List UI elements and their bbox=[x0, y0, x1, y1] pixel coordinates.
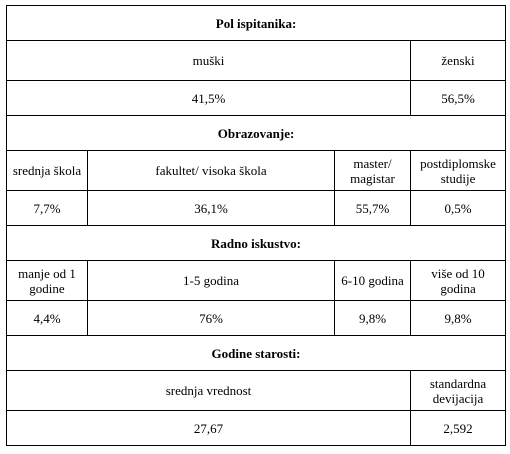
column-label: standardna devijacija bbox=[409, 370, 507, 411]
column-label: 1-5 godina bbox=[87, 260, 335, 301]
table-row: Pol ispitanika: bbox=[5, 5, 507, 41]
value-cell: 76% bbox=[87, 300, 335, 336]
column-label: ženski bbox=[409, 40, 507, 81]
value-cell: 7,7% bbox=[6, 190, 88, 226]
value-cell: 9,8% bbox=[409, 300, 507, 336]
survey-table: Pol ispitanika: muški ženski 41,5% 56,5% Obra… bbox=[5, 5, 507, 446]
table-row: srednja škola fakultet/ visoka škola maste… bbox=[6, 150, 507, 191]
section-title: Godine starosti: bbox=[5, 335, 507, 371]
value-cell: 55,7% bbox=[334, 190, 411, 226]
column-label: srednja vrednost bbox=[6, 370, 411, 411]
value-cell: 27,67 bbox=[6, 410, 411, 446]
column-label: srednja škola bbox=[6, 150, 88, 191]
section-title: Radno iskustvo: bbox=[5, 225, 507, 261]
table-row: Radno iskustvo: bbox=[5, 225, 507, 261]
table-row: Obrazovanje: bbox=[5, 115, 507, 151]
column-label: manje od 1 godine bbox=[6, 260, 88, 301]
table-row: srednja vrednost standardna devijacija bbox=[6, 370, 507, 411]
column-label: 6-10 godina bbox=[334, 260, 411, 301]
value-cell: 9,8% bbox=[334, 300, 411, 336]
value-cell: 56,5% bbox=[409, 80, 507, 116]
table-row: 7,7% 36,1% 55,7% 0,5% bbox=[6, 190, 507, 226]
column-label: master/ magistar bbox=[334, 150, 411, 191]
section-title: Pol ispitanika: bbox=[5, 5, 507, 41]
table-row: 41,5% 56,5% bbox=[6, 80, 507, 116]
column-label: muški bbox=[6, 40, 411, 81]
value-cell: 4,4% bbox=[6, 300, 88, 336]
column-label: više od 10 godina bbox=[409, 260, 507, 301]
value-cell: 41,5% bbox=[6, 80, 411, 116]
table-row: 4,4% 76% 9,8% 9,8% bbox=[6, 300, 507, 336]
value-cell: 2,592 bbox=[409, 410, 507, 446]
table-row: 27,67 2,592 bbox=[6, 410, 507, 446]
column-label: postdiplomske studije bbox=[409, 150, 507, 191]
table-body: Pol ispitanika: muški ženski 41,5% 56,5% Obra… bbox=[5, 5, 507, 446]
table-row: manje od 1 godine 1-5 godina 6-10 godina vi… bbox=[6, 260, 507, 301]
value-cell: 36,1% bbox=[87, 190, 335, 226]
table-row: muški ženski bbox=[6, 40, 507, 81]
table-row: Godine starosti: bbox=[5, 335, 507, 371]
section-title: Obrazovanje: bbox=[5, 115, 507, 151]
column-label: fakultet/ visoka škola bbox=[87, 150, 335, 191]
value-cell: 0,5% bbox=[409, 190, 507, 226]
